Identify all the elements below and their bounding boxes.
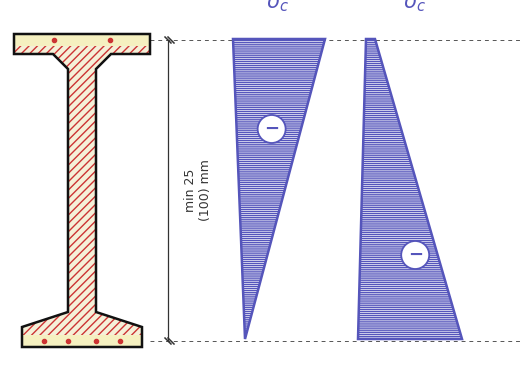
Text: −: − — [264, 120, 279, 138]
Text: $\sigma_c$: $\sigma_c$ — [403, 0, 427, 14]
Text: $\sigma_c$: $\sigma_c$ — [267, 0, 289, 14]
Text: −: − — [408, 246, 423, 264]
Polygon shape — [358, 39, 462, 339]
Polygon shape — [14, 34, 150, 46]
Circle shape — [258, 115, 286, 143]
Polygon shape — [22, 335, 142, 347]
Text: min 25: min 25 — [184, 169, 197, 212]
Text: (100) mm: (100) mm — [199, 160, 213, 221]
Polygon shape — [233, 39, 325, 339]
Polygon shape — [14, 34, 150, 347]
Circle shape — [401, 241, 429, 269]
